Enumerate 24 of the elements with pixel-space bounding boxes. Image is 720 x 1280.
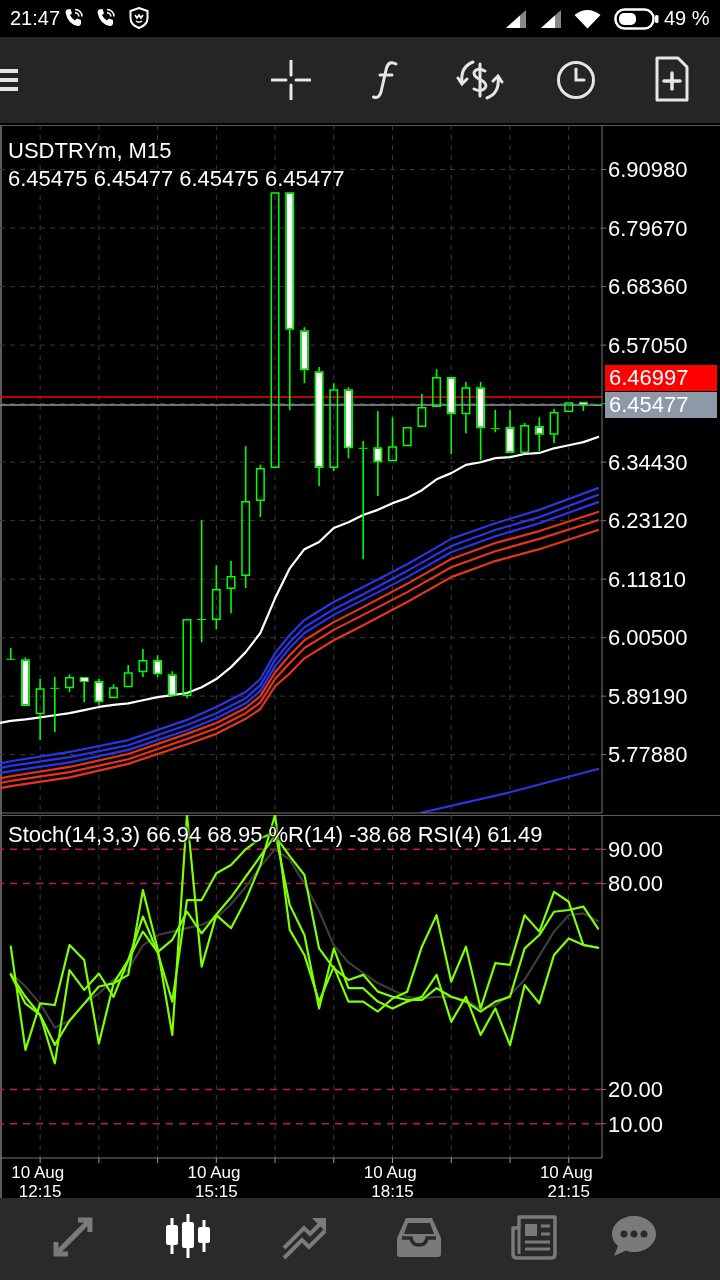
y-tick-label: 6.34430	[608, 449, 688, 475]
x-tick-label: 10 Aug 21:15	[539, 1163, 598, 1201]
y-tick-label: 6.79670	[608, 215, 688, 241]
ref-line-label: 6.45477	[605, 391, 717, 418]
x-tick-label: 10 Aug 18:15	[363, 1163, 422, 1201]
text: USDTRYm, M15	[8, 137, 173, 165]
y-tick-label: 6.00500	[608, 625, 688, 651]
y-tick-label: 5.89190	[608, 683, 688, 709]
x-tick-label: 10 Aug 12:15	[11, 1163, 69, 1201]
y-tick-label: 6.23120	[608, 508, 688, 534]
y-tick-label: 6.68360	[608, 274, 688, 300]
text: 6.45475 6.45477 6.45475 6.45477	[8, 165, 345, 193]
x-tick-label: 10 Aug 15:15	[187, 1163, 246, 1201]
ref-line-label: 6.46997	[605, 364, 717, 391]
y-tick-label: 6.90980	[608, 157, 688, 183]
text: 21:47	[10, 7, 61, 30]
y-tick-label: 90.00	[608, 837, 664, 863]
text: 49 %	[664, 7, 710, 30]
y-tick-label: 6.11810	[608, 566, 686, 592]
y-tick-label: 5.77880	[608, 742, 688, 768]
y-tick-label: 10.00	[608, 1111, 664, 1137]
y-tick-label: 6.57050	[608, 332, 688, 358]
y-tick-label: 20.00	[608, 1077, 664, 1103]
y-tick-label: 80.00	[608, 871, 664, 897]
